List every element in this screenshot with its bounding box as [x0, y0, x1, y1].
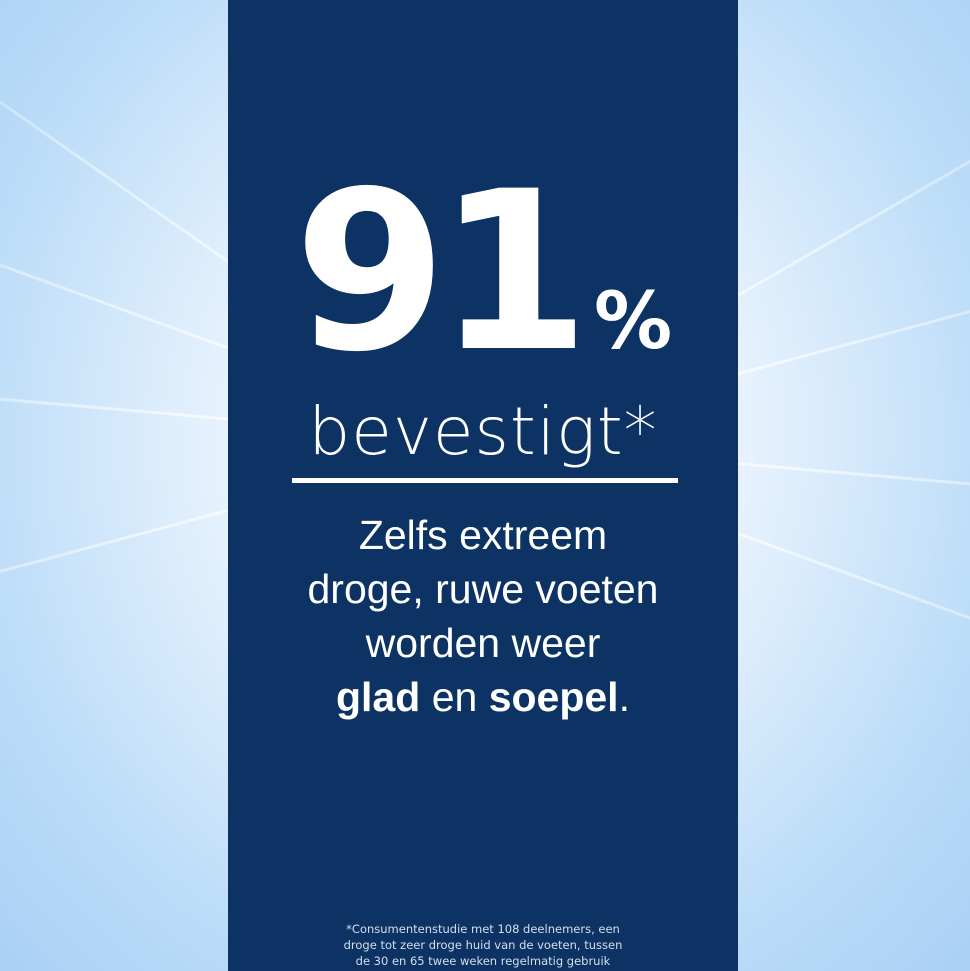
body-line: glad en soepel.	[228, 670, 738, 724]
footnote-line: de 30 en 65 twee weken regelmatig gebrui…	[355, 954, 611, 968]
divider	[292, 478, 678, 483]
footnote-line: *Consumentenstudie met 108 deelnemers, e…	[346, 922, 620, 936]
body-line: Zelfs extreem	[358, 512, 608, 558]
bold-word: glad	[336, 674, 421, 720]
body-line: droge, ruwe voeten	[307, 566, 659, 612]
headline-label: bevestigt*	[308, 393, 658, 470]
bold-word: soepel	[488, 674, 619, 720]
footnote: *Consumentenstudie met 108 deelnemers, e…	[228, 921, 738, 969]
headline-stat: 91 %	[228, 144, 738, 400]
footnote-line: droge tot zeer droge huid van de voeten,…	[343, 938, 623, 952]
body-text: Zelfs extreem droge, ruwe voeten worden …	[228, 508, 738, 724]
body-text-fragment: en	[420, 674, 489, 720]
content-panel: 91 % bevestigt* Zelfs extreem droge, ruw…	[228, 0, 738, 971]
headline-percent: %	[594, 277, 673, 367]
body-line: worden weer	[365, 620, 601, 666]
headline-number: 91	[293, 144, 590, 400]
body-text-fragment: .	[618, 674, 630, 720]
